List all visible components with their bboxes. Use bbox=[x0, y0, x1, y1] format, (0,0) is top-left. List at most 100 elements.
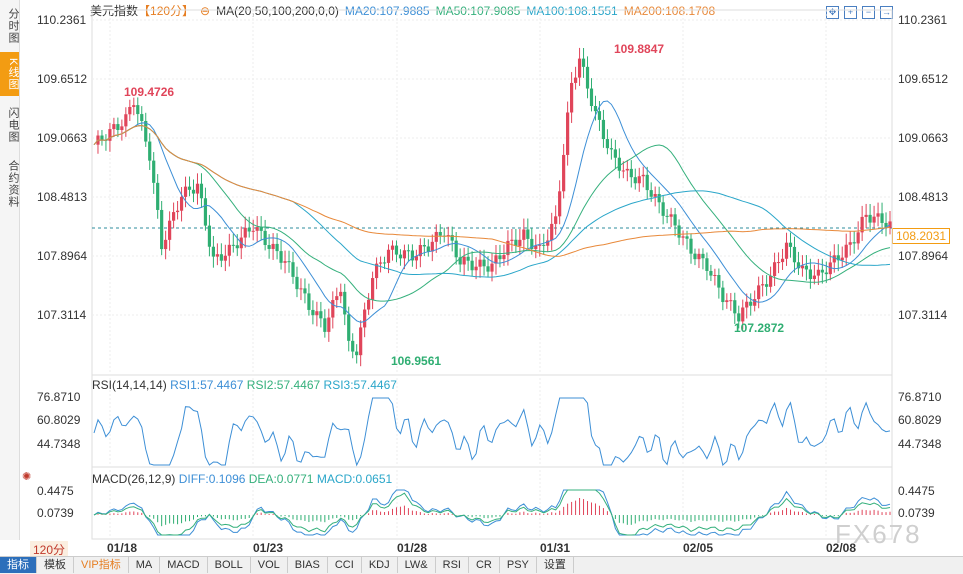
candle-body bbox=[303, 288, 307, 294]
tab-macd[interactable]: MACD bbox=[160, 557, 208, 573]
tab-rsi[interactable]: RSI bbox=[436, 557, 469, 573]
rsi-axis-label: 60.8029 bbox=[898, 413, 942, 427]
candle-body bbox=[386, 249, 391, 263]
tab-psy[interactable]: PSY bbox=[500, 557, 537, 573]
indicator-settings-icon[interactable]: ✺ bbox=[22, 471, 32, 483]
candle-body bbox=[601, 119, 606, 140]
candle-body bbox=[470, 260, 474, 271]
macd-axis-label: 0.4475 bbox=[37, 484, 74, 498]
rsi-axis-label: 76.8710 bbox=[898, 390, 942, 404]
candle-body bbox=[235, 245, 239, 249]
candle-body bbox=[769, 275, 773, 287]
candle-body bbox=[733, 300, 737, 314]
candle-body bbox=[526, 229, 530, 239]
zoom-in-icon[interactable]: + bbox=[844, 6, 857, 19]
tab-timeshare[interactable]: 分时图 bbox=[7, 8, 19, 44]
candle-body bbox=[275, 243, 279, 252]
candle-body bbox=[585, 66, 590, 89]
tab-template[interactable]: 模板 bbox=[37, 557, 74, 573]
candle-body bbox=[518, 239, 522, 246]
rsi2-value: RSI2:57.4467 bbox=[246, 378, 321, 392]
price-label-right: 109.0663 bbox=[898, 131, 949, 145]
candle-body bbox=[510, 239, 514, 241]
price-label: 108.4813 bbox=[37, 190, 88, 204]
tab-contract-info[interactable]: 合约资料 bbox=[7, 160, 19, 208]
settings-icon[interactable]: ⊖ bbox=[200, 4, 211, 18]
tab-flash[interactable]: 闪电图 bbox=[7, 107, 19, 143]
rsi-axis-label: 76.8710 bbox=[37, 390, 81, 404]
ma200-value: MA200:108.1708 bbox=[623, 4, 716, 18]
x-label: 01/31 bbox=[540, 541, 571, 555]
candle-body bbox=[554, 216, 558, 224]
candle-body bbox=[506, 240, 510, 256]
candle-body bbox=[168, 220, 172, 240]
candle-body bbox=[458, 257, 462, 265]
candle-body bbox=[737, 313, 741, 322]
candle-body bbox=[211, 246, 215, 257]
candle-body bbox=[486, 266, 490, 272]
tab-bias[interactable]: BIAS bbox=[288, 557, 328, 573]
candle-body bbox=[558, 191, 562, 217]
watermark: FX678 bbox=[835, 519, 922, 549]
high-annotation: 109.4726 bbox=[124, 85, 175, 99]
tab-lw[interactable]: LW& bbox=[398, 557, 436, 573]
candle-body bbox=[745, 301, 749, 308]
candle-body bbox=[136, 105, 140, 115]
candle-body bbox=[661, 202, 665, 216]
candle-body bbox=[880, 213, 884, 223]
candle-body bbox=[725, 300, 729, 303]
candle-body bbox=[355, 351, 359, 356]
ma20-value: MA20:107.9885 bbox=[344, 4, 430, 18]
ma-label: MA(20,50,100,200,0,0) bbox=[216, 4, 339, 18]
candle-body bbox=[466, 256, 470, 261]
candle-body bbox=[307, 293, 311, 310]
candle-body bbox=[402, 250, 407, 259]
price-label: 109.6512 bbox=[37, 72, 88, 86]
candle-body bbox=[542, 244, 546, 246]
candle-body bbox=[717, 275, 721, 288]
candle-body bbox=[323, 318, 327, 332]
tab-cci[interactable]: CCI bbox=[328, 557, 362, 573]
candle-body bbox=[538, 244, 542, 246]
tab-cr[interactable]: CR bbox=[469, 557, 500, 573]
candle-body bbox=[609, 148, 613, 150]
candle-body bbox=[482, 259, 486, 267]
candle-body bbox=[697, 253, 701, 260]
candle-body bbox=[359, 327, 363, 356]
candle-body bbox=[792, 246, 797, 263]
candle-body bbox=[888, 221, 892, 228]
candle-body bbox=[729, 300, 733, 302]
candle-body bbox=[454, 240, 458, 258]
candle-body bbox=[120, 126, 124, 131]
candle-body bbox=[374, 263, 379, 279]
tab-indicators[interactable]: 指标 bbox=[0, 557, 37, 573]
symbol-name: 美元指数 bbox=[90, 4, 139, 18]
candle-body bbox=[494, 255, 498, 264]
candle-body bbox=[681, 236, 685, 238]
candle-body bbox=[812, 275, 816, 280]
candle-body bbox=[406, 250, 411, 252]
period-button[interactable]: 120分 bbox=[30, 541, 69, 558]
candle-body bbox=[283, 261, 287, 263]
tab-ma[interactable]: MA bbox=[129, 557, 161, 573]
candle-body bbox=[394, 245, 399, 255]
zoom-out-icon[interactable]: − bbox=[862, 6, 875, 19]
tab-vol[interactable]: VOL bbox=[251, 557, 288, 573]
candle-body bbox=[478, 259, 482, 267]
tab-boll[interactable]: BOLL bbox=[208, 557, 251, 573]
ma100-value: MA100:108.1551 bbox=[526, 4, 618, 18]
x-label: 01/28 bbox=[397, 541, 428, 555]
tab-kdj[interactable]: KDJ bbox=[362, 557, 398, 573]
tab-vip[interactable]: VIP指标 bbox=[74, 557, 129, 573]
tab-kline[interactable]: K线图 bbox=[0, 52, 19, 96]
candle-body bbox=[613, 149, 617, 158]
tab-settings[interactable]: 设置 bbox=[537, 557, 574, 573]
price-label-right: 109.6512 bbox=[898, 72, 949, 86]
chart-header: 美元指数【120分】 ⊖ MA(20,50,100,200,0,0) MA20:107… bbox=[90, 2, 721, 19]
candle-body bbox=[645, 174, 649, 191]
rsi-axis-label: 44.7348 bbox=[37, 437, 81, 451]
candle-body bbox=[311, 309, 315, 316]
low-annotation: 107.2872 bbox=[734, 321, 785, 335]
expand-icon[interactable]: ✥ bbox=[826, 6, 839, 19]
